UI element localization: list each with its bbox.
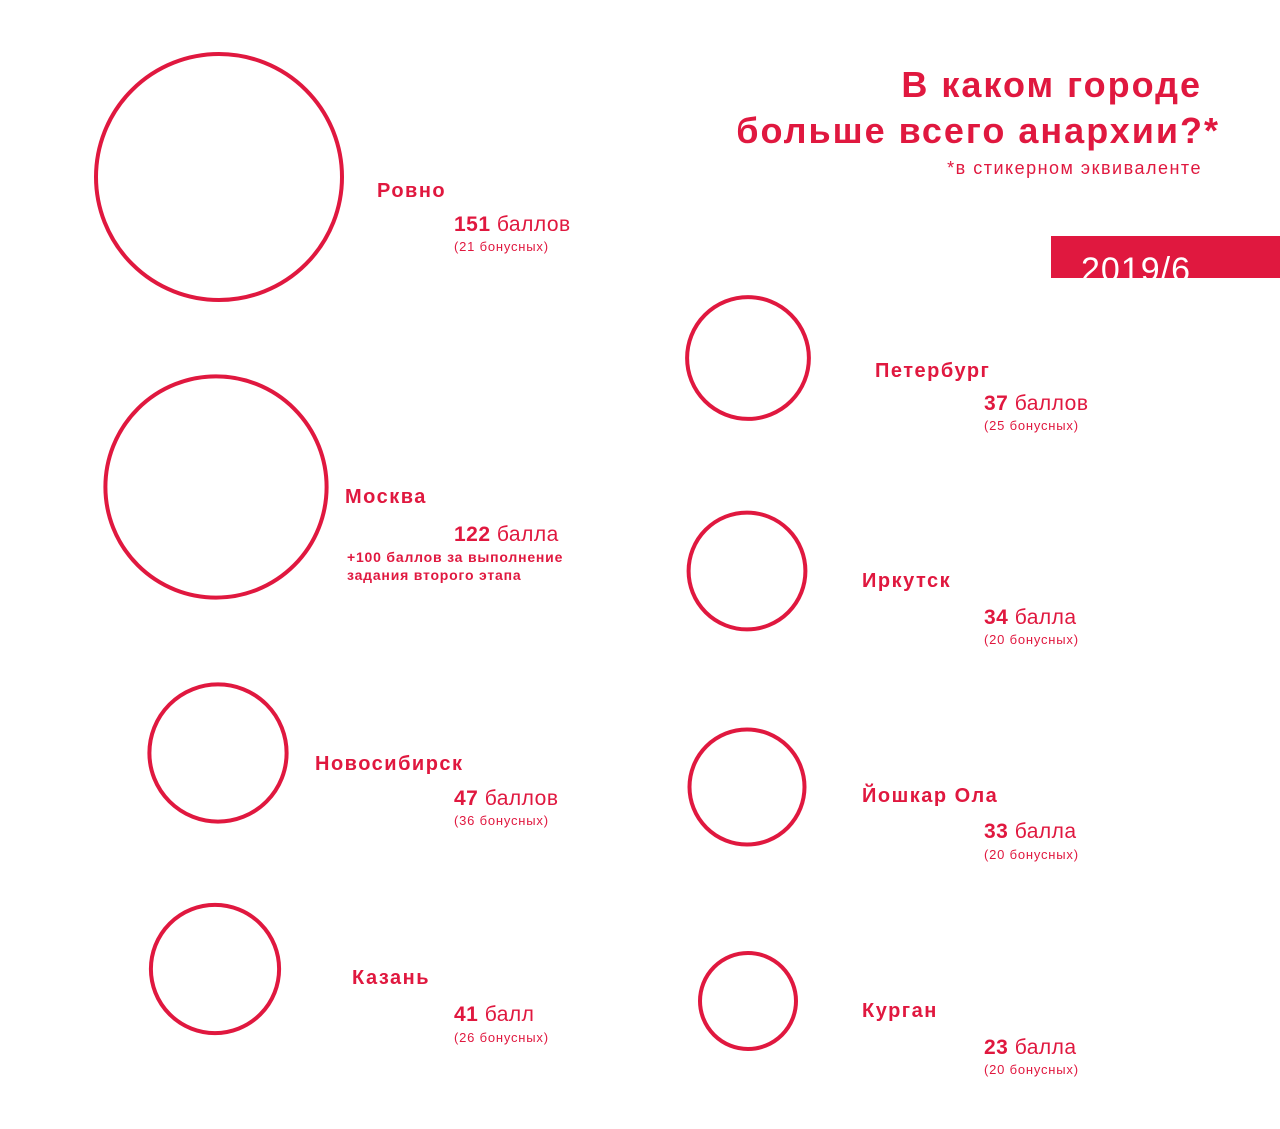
bubble-1 [103,374,329,600]
score-value: 151 [454,213,491,236]
city-name: Курган [862,1000,938,1022]
city-score: 34 балла [984,606,1077,630]
score-value: 47 [454,787,479,810]
bubble-6 [687,727,807,847]
score-unit: балла [1014,606,1077,629]
score-unit: балла [1014,1036,1077,1059]
score-value: 33 [984,820,1009,843]
score-note: (21 бонусных) [454,239,549,254]
score-value: 34 [984,606,1009,629]
bubble-4 [685,295,811,421]
score-unit: балла [496,523,559,546]
city-score: 41 балл [454,1003,534,1027]
score-note: (36 бонусных) [454,813,549,828]
score-note: (26 бонусных) [454,1030,549,1045]
bubble-0 [94,52,344,302]
city-name: Йошкар Ола [862,785,999,807]
city-score: 37 баллов [984,392,1089,416]
score-note: (25 бонусных) [984,418,1079,433]
city-name: Новосибирск [315,753,464,775]
score-note: (20 бонусных) [984,632,1079,647]
city-score: 33 балла [984,820,1077,844]
bubble-7 [698,951,798,1051]
score-value: 41 [454,1003,479,1026]
city-score: 122 балла [454,523,559,547]
score-unit: баллов [496,213,571,236]
city-name: Казань [352,967,430,989]
score-unit: баллов [1014,392,1089,415]
score-value: 122 [454,523,491,546]
city-name: Москва [345,486,427,508]
score-note: +100 баллов за выполнение задания второг… [347,549,564,583]
city-score: 23 балла [984,1036,1077,1060]
bubble-5 [686,510,808,632]
chart-subtitle: *в стикерном эквиваленте [947,158,1202,178]
city-name: Ровно [377,180,447,202]
title-line-2: больше всего анархии?* [736,110,1220,151]
chart-title: В каком городе больше всего анархии?* [520,62,1220,154]
score-note: (20 бонусных) [984,1062,1079,1077]
city-name: Петербург [875,360,991,382]
score-note: (20 бонусных) [984,847,1079,862]
year-badge: 2019/6 [1051,236,1280,278]
title-line-1: В каком городе [901,64,1202,105]
score-unit: баллов [484,787,559,810]
bubble-3 [148,902,282,1036]
city-score: 47 баллов [454,787,559,811]
city-score: 151 баллов [454,213,571,237]
score-value: 23 [984,1036,1009,1059]
bubble-2 [147,682,289,824]
score-unit: балл [484,1003,535,1026]
year-badge-label: 2019/6 [1081,251,1191,278]
city-name: Иркутск [862,570,952,592]
score-unit: балла [1014,820,1077,843]
score-value: 37 [984,392,1009,415]
